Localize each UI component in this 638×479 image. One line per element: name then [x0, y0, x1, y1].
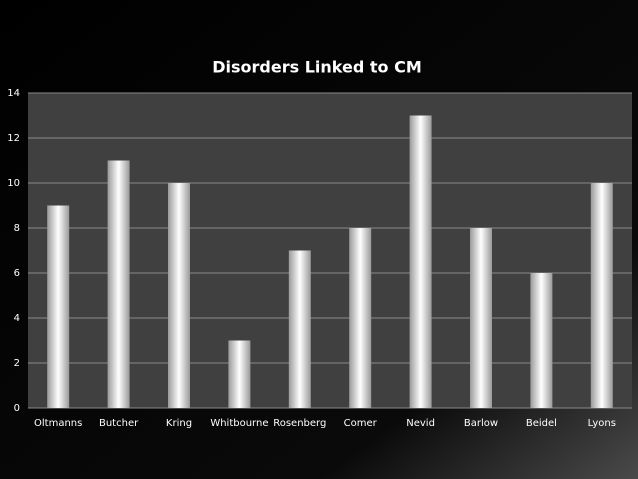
y-tick-label: 4 [14, 313, 20, 324]
chart-title: Disorders Linked to CM [212, 58, 422, 77]
bar [530, 273, 553, 408]
y-tick-label: 10 [7, 178, 20, 189]
x-tick-label: Oltmanns [34, 418, 82, 429]
bar [288, 250, 311, 408]
bar [168, 183, 190, 408]
y-tick-label: 14 [7, 88, 20, 99]
x-tick-label: Barlow [464, 418, 498, 429]
y-tick-label: 12 [7, 133, 20, 144]
x-tick-label: Rosenberg [273, 418, 326, 429]
bar [590, 183, 613, 408]
bar [47, 205, 70, 408]
bar [349, 228, 372, 408]
bar [228, 340, 251, 408]
bar [409, 115, 432, 408]
x-tick-label: Nevid [406, 418, 435, 429]
y-tick-label: 2 [14, 358, 20, 369]
x-tick-label: Butcher [99, 418, 139, 429]
x-tick-label: Lyons [588, 418, 616, 429]
y-tick-label: 8 [14, 223, 20, 234]
bar [107, 160, 130, 408]
x-tick-label: Beidel [526, 418, 557, 429]
bar [470, 228, 492, 408]
x-tick-label: Kring [166, 418, 192, 429]
y-tick-label: 6 [14, 268, 20, 279]
y-tick-label: 0 [14, 403, 20, 414]
x-tick-label: Whitbourne [210, 418, 268, 429]
x-tick-label: Comer [344, 418, 378, 429]
